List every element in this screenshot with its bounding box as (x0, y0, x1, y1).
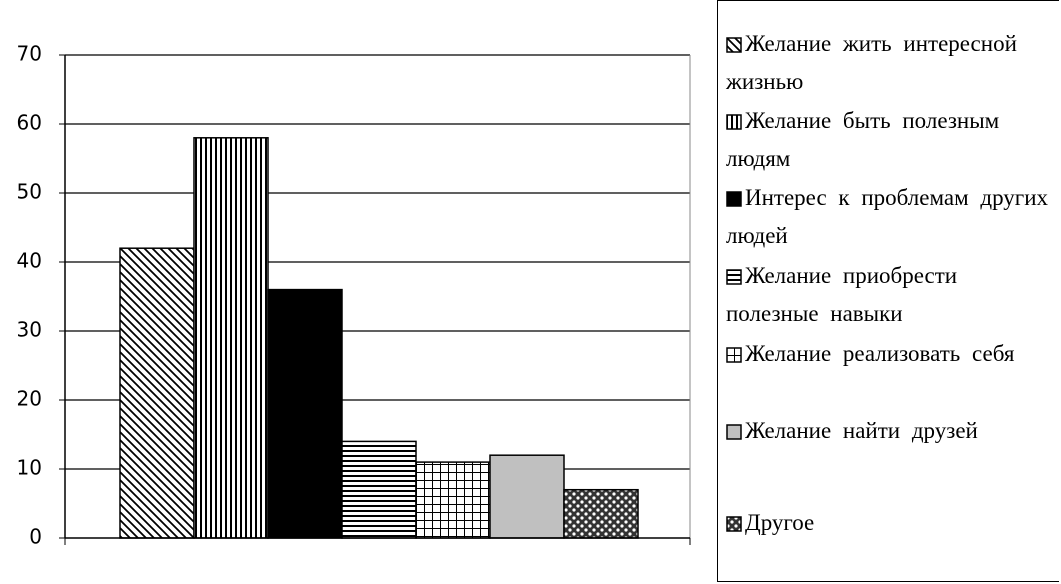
legend-swatch (726, 516, 742, 532)
legend-swatch (726, 347, 742, 363)
legend-label: Желание жить интересной жизнью (726, 31, 1017, 94)
legend-swatch-box (726, 516, 742, 532)
y-tick-label: 70 (17, 42, 42, 66)
legend-swatch-box (726, 269, 742, 285)
legend-swatch (726, 424, 742, 440)
legend-swatch-box (726, 347, 742, 363)
legend-entry: Желание быть полезным людям (726, 102, 1056, 178)
y-tick-label: 10 (17, 456, 42, 480)
legend-swatch-box (726, 424, 742, 440)
legend-swatch (726, 114, 742, 130)
bar (119, 247, 195, 539)
legend-label: Желание быть полезным людям (726, 108, 1000, 171)
legend-swatch (726, 269, 742, 285)
legend-swatch-box (726, 114, 742, 130)
legend-label: Желание найти друзей (745, 418, 978, 443)
y-tick-label: 20 (17, 387, 42, 411)
legend-entry: Желание приобрести полезные навыки (726, 257, 1056, 333)
legend-swatch (726, 191, 742, 207)
chart: 0 10 20 30 40 50 60 70 (17, 42, 691, 549)
bar (563, 488, 639, 539)
y-tick-label: 50 (17, 180, 42, 204)
y-tick-label: 60 (17, 111, 42, 135)
legend-label: Интерес к проблемам других людей (726, 185, 1049, 248)
bar (415, 461, 491, 539)
bar (267, 288, 343, 539)
legend-swatch (726, 37, 742, 53)
legend-entry: Желание жить интересной жизнью (726, 25, 1056, 101)
legend-entry: Желание найти друзей (726, 412, 1056, 450)
bar (341, 440, 417, 539)
y-tick-label: 0 (29, 525, 42, 549)
legend-entry: Другое (726, 504, 1056, 542)
legend-swatch-box (726, 37, 742, 53)
bar (489, 454, 565, 539)
bar (193, 137, 269, 539)
y-tick-label: 40 (17, 249, 42, 273)
legend-entry: Желание реализовать себя (726, 335, 1056, 373)
legend-swatch-box (726, 191, 742, 207)
legend-label: Другое (745, 510, 815, 535)
legend: Желание жить интересной жизнью Желание бы… (717, 0, 1059, 582)
y-tick-label: 30 (17, 318, 42, 342)
legend-entry: Интерес к проблемам других людей (726, 179, 1056, 255)
legend-label: Желание приобрести полезные навыки (726, 263, 958, 326)
legend-label: Желание реализовать себя (745, 341, 1015, 366)
